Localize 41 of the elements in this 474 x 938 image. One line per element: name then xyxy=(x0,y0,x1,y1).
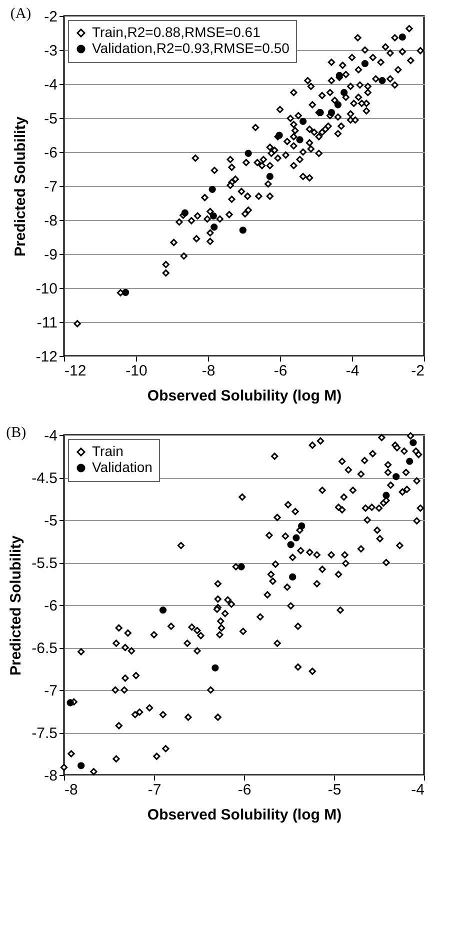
x-axis-title: Observed Solubility (log M) xyxy=(147,388,342,404)
y-tick-label: -4 xyxy=(44,428,58,444)
x-tick-label: -8 xyxy=(202,362,216,380)
x-tick-label: -8 xyxy=(64,782,78,798)
chart-title: (B) xyxy=(6,425,26,441)
y-axis-title: Predicted Solubility xyxy=(12,116,29,257)
x-tick-label: -6 xyxy=(274,362,288,380)
legend-label: Train,R2=0.88,RMSE=0.61 xyxy=(92,24,261,40)
y-tick-label: -2 xyxy=(44,8,58,26)
x-tick-label: -10 xyxy=(126,362,148,380)
x-tick-label: -5 xyxy=(328,782,342,798)
y-tick-label: -3 xyxy=(44,42,58,60)
y-tick-label: -6 xyxy=(44,144,58,162)
y-tick-label: -8 xyxy=(44,212,58,230)
y-tick-label: -5.5 xyxy=(32,555,58,572)
y-tick-label: -4.5 xyxy=(32,470,58,487)
y-tick-label: -6.5 xyxy=(32,640,58,657)
x-tick-label: -12 xyxy=(64,362,86,380)
y-tick-label: -12 xyxy=(36,348,58,366)
y-tick-label: -7 xyxy=(44,682,58,700)
y-tick-label: -4 xyxy=(44,76,58,94)
chart-title: (A) xyxy=(10,6,32,22)
x-tick-label: -2 xyxy=(411,362,424,380)
legend-label: Validation,R2=0.93,RMSE=0.50 xyxy=(92,40,290,56)
y-tick-label: -7.5 xyxy=(32,725,58,742)
x-tick-label: -6 xyxy=(238,782,252,798)
y-tick-label: -7 xyxy=(44,178,58,196)
y-axis-title: Predicted Solubility xyxy=(8,534,25,676)
y-tick-label: -8 xyxy=(44,768,58,784)
x-tick-label: -7 xyxy=(148,782,162,798)
y-tick-label: -10 xyxy=(36,280,58,298)
y-tick-label: -9 xyxy=(44,246,58,264)
x-tick-label: -4 xyxy=(346,362,360,380)
x-axis-title: Observed Solubility (log M) xyxy=(147,806,342,824)
legend-label: Train xyxy=(92,443,124,459)
x-tick-label: -4 xyxy=(411,782,424,798)
y-tick-label: -11 xyxy=(36,314,58,332)
y-tick-label: -5 xyxy=(44,512,58,530)
legend-label: Validation xyxy=(92,459,152,475)
y-tick-label: -5 xyxy=(44,110,58,128)
y-tick-label: -6 xyxy=(44,598,58,614)
